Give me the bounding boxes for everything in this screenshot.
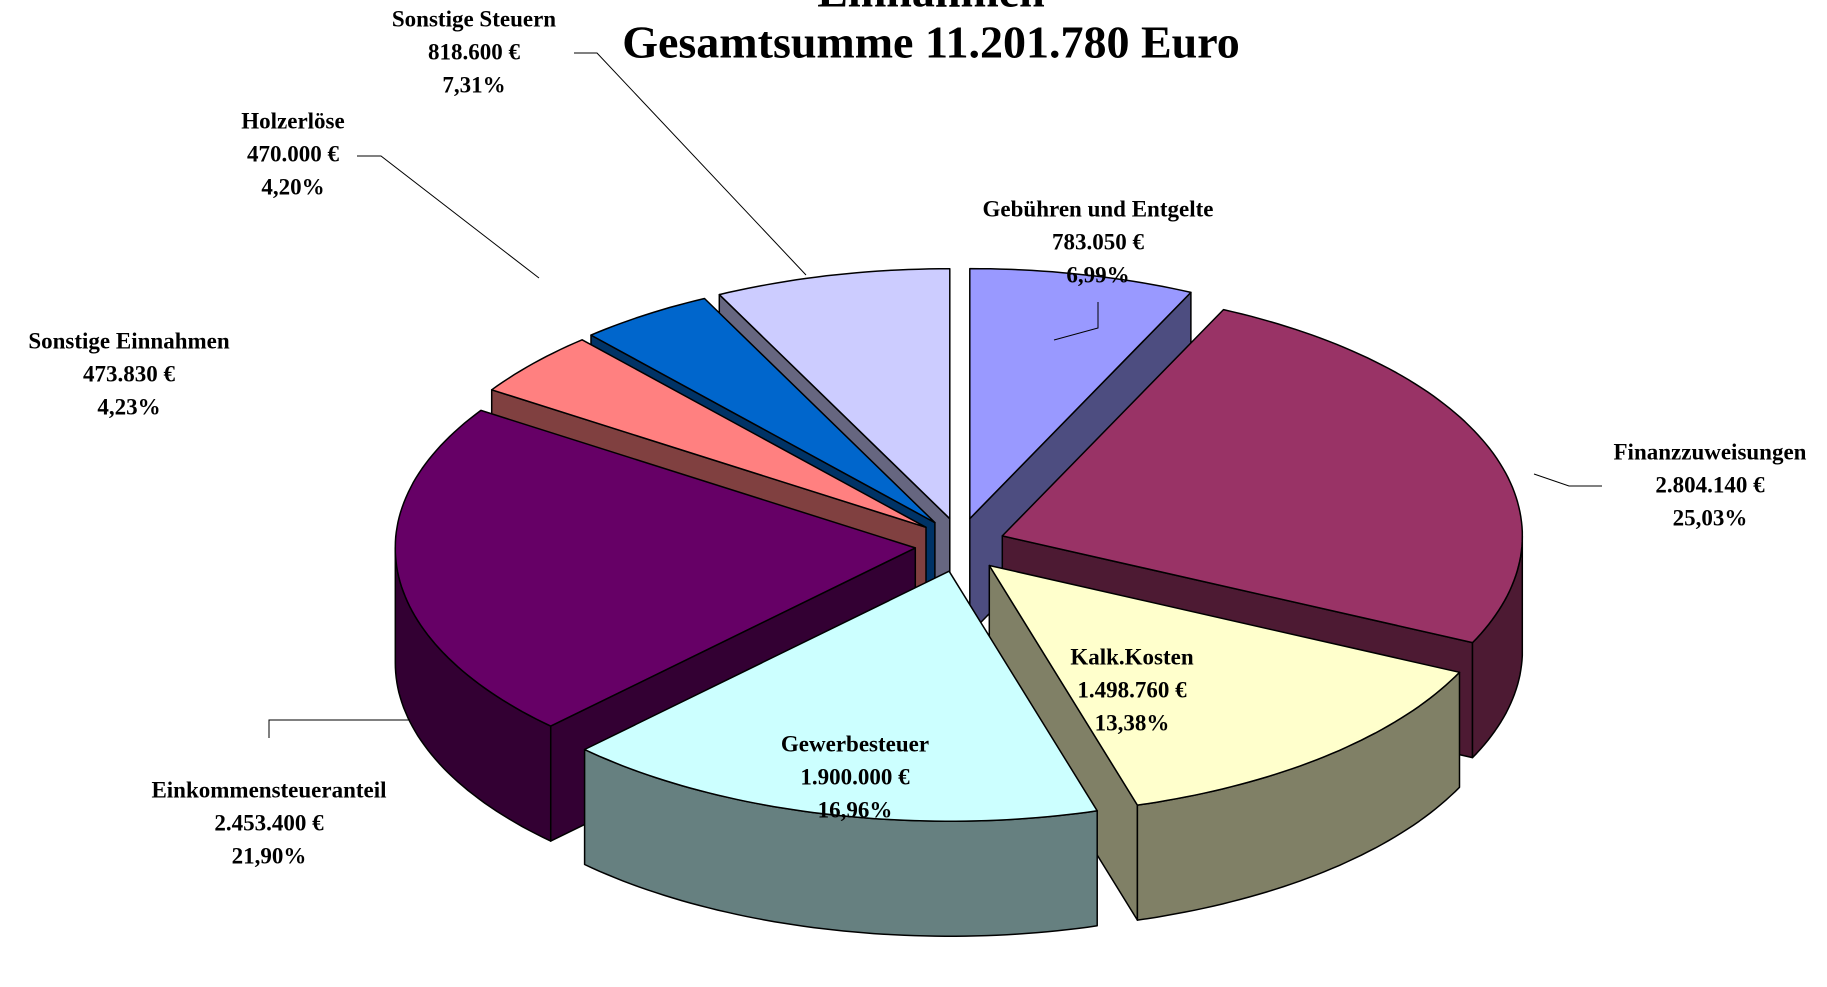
slice-label: Einkommensteueranteil xyxy=(151,777,386,802)
value-label: 470.000 € xyxy=(247,141,340,166)
value-label: 2.804.140 € xyxy=(1655,472,1765,497)
chart-subtitle: Gesamtsumme 11.201.780 Euro xyxy=(622,17,1240,68)
slice xyxy=(583,570,1098,822)
percent-label: 16,96% xyxy=(818,797,893,822)
slice xyxy=(988,564,1461,806)
slice-label: Gewerbesteuer xyxy=(781,731,929,756)
percent-label: 6,99% xyxy=(1066,262,1129,287)
slice-label: Sonstige Einnahmen xyxy=(28,328,230,353)
pie xyxy=(394,267,1524,937)
chart-title: Einnahmen xyxy=(817,0,1045,17)
leader-line xyxy=(1053,302,1099,341)
value-label: 1.900.000 € xyxy=(800,764,910,789)
value-label: 473.830 € xyxy=(83,361,176,386)
value-label: 1.498.760 € xyxy=(1077,677,1187,702)
slice xyxy=(969,267,1192,520)
percent-label: 4,23% xyxy=(97,394,160,419)
percent-label: 4,20% xyxy=(261,174,324,199)
percent-label: 21,90% xyxy=(232,843,307,868)
value-label: 783.050 € xyxy=(1052,229,1145,254)
slice xyxy=(394,409,917,727)
slice-label: Gebühren und Entgelte xyxy=(983,196,1214,221)
percent-label: 7,31% xyxy=(442,72,505,97)
leader-line xyxy=(1533,473,1602,487)
leader-line xyxy=(574,52,807,276)
value-label: 2.453.400 € xyxy=(214,810,324,835)
slice xyxy=(590,297,936,524)
slice-label: Kalk.Kosten xyxy=(1070,644,1194,669)
slice-label: Sonstige Steuern xyxy=(392,6,556,31)
labels: Gebühren und Entgelte 783.050 € 6,99% Finan… xyxy=(28,6,1806,868)
slice-label: Finanzzuweisungen xyxy=(1614,439,1807,464)
leader-line xyxy=(268,719,410,738)
slice xyxy=(490,339,927,529)
slice-label: Holzerlöse xyxy=(241,108,344,133)
value-label: 818.600 € xyxy=(428,39,521,64)
percent-label: 13,38% xyxy=(1095,710,1170,735)
leader-line xyxy=(357,155,540,279)
slice xyxy=(1001,308,1524,644)
slice xyxy=(718,267,951,520)
percent-label: 25,03% xyxy=(1673,505,1748,530)
